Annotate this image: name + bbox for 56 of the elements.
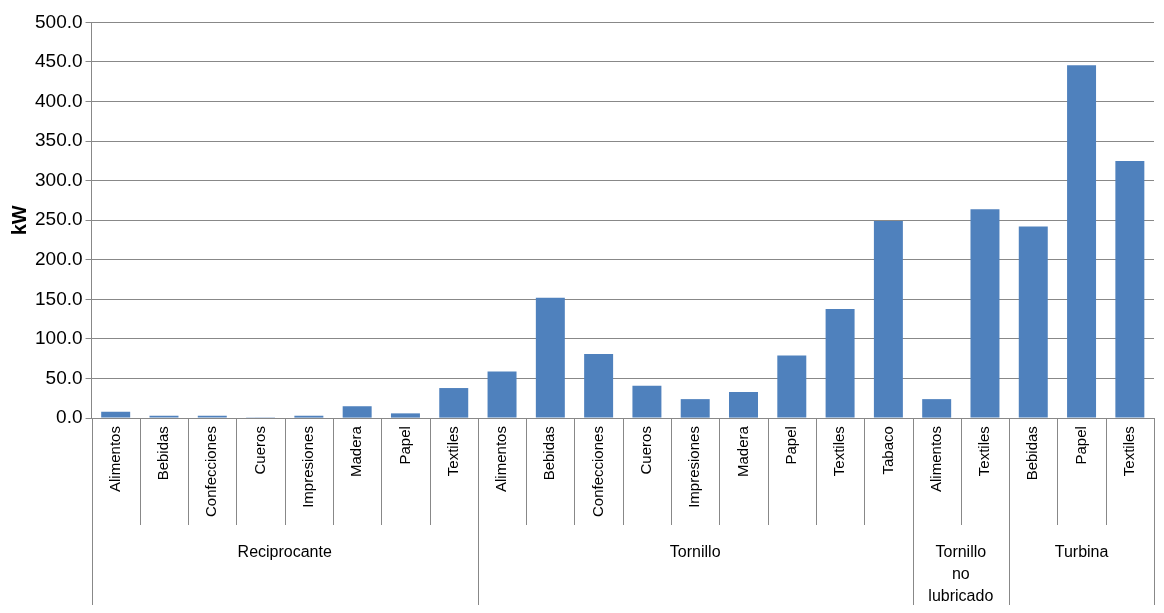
x-tick-label: Madera xyxy=(347,425,365,477)
x-tick-label: Madera xyxy=(733,425,751,477)
x-tick-label: Confecciones xyxy=(588,426,606,517)
bar xyxy=(535,297,565,418)
bar xyxy=(439,388,469,418)
text: Tornillo xyxy=(669,543,721,561)
x-tick-label: Impresiones xyxy=(685,426,703,508)
y-tick-label: 300.0 xyxy=(35,168,83,190)
y-axis-title: kW xyxy=(7,205,30,236)
y-tick-label: 200.0 xyxy=(35,248,83,270)
x-tick-label: Tabaco xyxy=(878,426,896,475)
bar xyxy=(825,308,855,418)
bar xyxy=(777,355,807,418)
bar xyxy=(487,371,517,418)
bar xyxy=(729,392,758,418)
x-tick-label: Papel xyxy=(1071,426,1089,465)
text: Tornillo no lubricado xyxy=(928,543,994,605)
bar xyxy=(1067,65,1097,418)
bar xyxy=(922,399,952,418)
bar xyxy=(873,221,903,418)
x-tick-label: Cueros xyxy=(250,426,268,475)
y-tick-label: 150.0 xyxy=(35,287,83,309)
x-tick-label: Alimentos xyxy=(105,426,123,492)
bar xyxy=(680,399,710,418)
x-tick-label: Impresiones xyxy=(299,426,317,508)
y-tick-label: 250.0 xyxy=(35,208,83,230)
y-tick-label: 350.0 xyxy=(35,129,83,151)
text: Reciprocante xyxy=(237,543,332,561)
x-tick-label: Cueros xyxy=(637,426,655,475)
bar xyxy=(1018,226,1048,418)
x-tick-label: Textiles xyxy=(830,426,848,477)
x-tick-label: Alimentos xyxy=(926,426,944,492)
x-tick-label: Bebidas xyxy=(154,426,172,481)
text: Turbina xyxy=(1054,543,1109,561)
x-tick-label: Textiles xyxy=(975,426,993,477)
x-tick-label: Alimentos xyxy=(492,426,510,492)
x-tick-label: Bebidas xyxy=(1023,426,1041,481)
bar xyxy=(584,354,614,418)
y-tick-label: 0.0 xyxy=(56,406,83,428)
y-tick-label: 100.0 xyxy=(35,327,83,349)
bar xyxy=(632,385,662,418)
x-tick-label: Bebidas xyxy=(540,426,558,481)
x-tick-label: Textiles xyxy=(443,426,461,477)
bar xyxy=(342,406,372,418)
y-tick-label: 450.0 xyxy=(35,50,83,72)
bar xyxy=(970,209,1000,418)
y-tick-label: 50.0 xyxy=(45,366,83,388)
bar xyxy=(1115,160,1145,418)
x-tick-label: Papel xyxy=(395,426,413,465)
y-tick-label: 500.0 xyxy=(35,10,83,32)
x-tick-label: Textiles xyxy=(1119,426,1137,477)
x-tick-label: Confecciones xyxy=(202,426,220,517)
bar xyxy=(101,411,131,418)
bar xyxy=(390,413,420,418)
x-tick-label: Papel xyxy=(781,426,799,465)
y-tick-label: 400.0 xyxy=(35,89,83,111)
